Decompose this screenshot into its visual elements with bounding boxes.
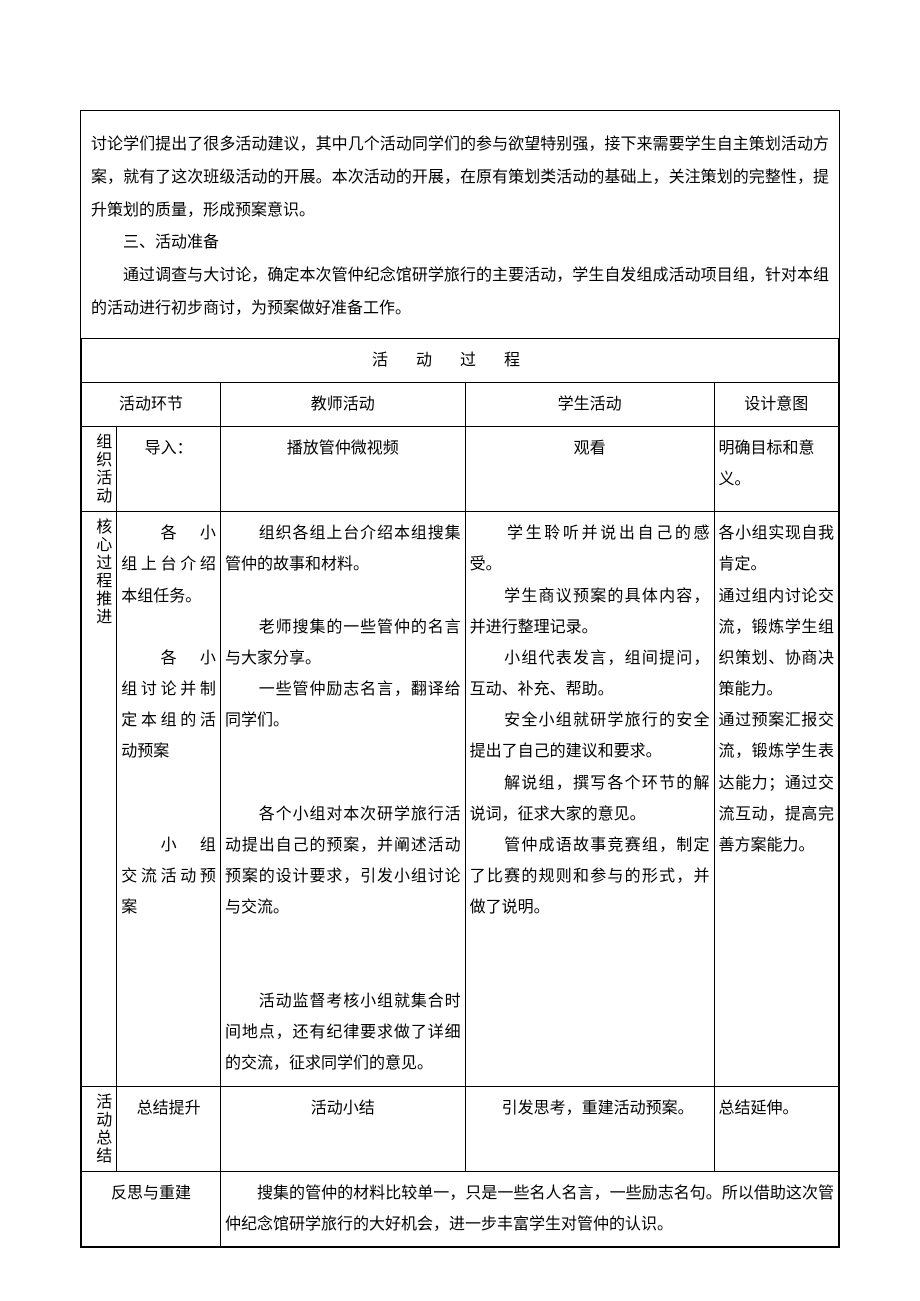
summary-student: 引发思考，重建活动预案。 (465, 1086, 714, 1171)
activity-process-table: 活动过程 活动环节 教师活动 学生活动 设计意图 组织活动 导入： 播放管仲微视… (81, 338, 839, 1247)
summary-vlabel: 活动总结 (82, 1086, 117, 1171)
summary-teacher: 活动小结 (220, 1086, 465, 1171)
intro-text-block: 讨论学们提出了很多活动建议，其中几个活动同学们的参与欲望特别强，接下来需要学生自… (81, 111, 839, 338)
core-intent: 各小组实现自我肯定。 通过组内讨论交流，锻炼学生组织策划、协商决策能力。 通过预… (714, 512, 838, 1086)
table-row-header: 活动环节 教师活动 学生活动 设计意图 (82, 382, 839, 426)
summary-intent: 总结延伸。 (714, 1086, 838, 1171)
reflect-text: 搜集的管仲的材料比较单一，只是一些名人名言，一些励志名句。所以借助这次管仲纪念馆… (220, 1171, 838, 1246)
process-title-cell: 活动过程 (82, 338, 839, 382)
core-teacher: 组织各组上台介绍本组搜集管仲的故事和材料。 老师搜集的一些管仲的名言与大家分享。… (220, 512, 465, 1086)
organize-vlabel: 组织活动 (82, 427, 117, 512)
summary-name: 总结提升 (117, 1086, 221, 1171)
organize-student: 观看 (465, 427, 714, 512)
core-name: 各 小组上台介绍本组任务。 各 小组讨论并制定本组的活动预案 小 组交流活动预案 (117, 512, 221, 1086)
intro-paragraph-1: 讨论学们提出了很多活动建议，其中几个活动同学们的参与欲望特别强，接下来需要学生自… (91, 129, 829, 227)
organize-intent: 明确目标和意义。 (714, 427, 838, 512)
document-outer-box: 讨论学们提出了很多活动建议，其中几个活动同学们的参与欲望特别强，接下来需要学生自… (80, 110, 840, 1248)
core-vlabel: 核心过程推进 (82, 512, 117, 1086)
table-row-organize: 组织活动 导入： 播放管仲微视频 观看 明确目标和意义。 (82, 427, 839, 512)
header-intent: 设计意图 (714, 382, 838, 426)
reflect-label: 反思与重建 (82, 1171, 221, 1246)
intro-paragraph-2: 通过调查与大讨论，确定本次管仲纪念馆研学旅行的主要活动，学生自发组成活动项目组，… (91, 260, 829, 326)
table-row-core: 核心过程推进 各 小组上台介绍本组任务。 各 小组讨论并制定本组的活动预案 小 … (82, 512, 839, 1086)
table-row-title: 活动过程 (82, 338, 839, 382)
header-teacher: 教师活动 (220, 382, 465, 426)
core-student: 学生聆听并说出自己的感受。 学生商议预案的具体内容，并进行整理记录。 小组代表发… (465, 512, 714, 1086)
table-row-summary: 活动总结 总结提升 活动小结 引发思考，重建活动预案。 总结延伸。 (82, 1086, 839, 1171)
section-heading-3: 三、活动准备 (91, 227, 829, 260)
header-student: 学生活动 (465, 382, 714, 426)
organize-name: 导入： (117, 427, 221, 512)
organize-teacher: 播放管仲微视频 (220, 427, 465, 512)
header-stage: 活动环节 (82, 382, 221, 426)
table-row-reflect: 反思与重建 搜集的管仲的材料比较单一，只是一些名人名言，一些励志名句。所以借助这… (82, 1171, 839, 1246)
